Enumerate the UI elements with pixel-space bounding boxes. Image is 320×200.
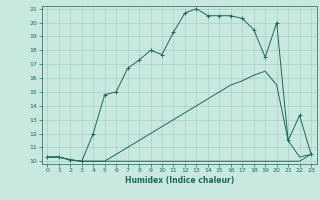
- X-axis label: Humidex (Indice chaleur): Humidex (Indice chaleur): [124, 176, 234, 185]
